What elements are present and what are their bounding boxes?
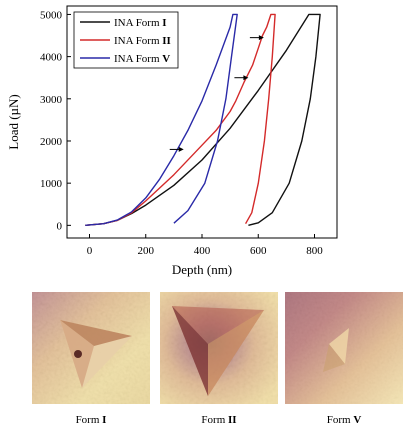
caption-numeral: V (353, 414, 362, 426)
caption-form-5: Form V (285, 414, 403, 426)
caption-form-1: Form I (32, 414, 150, 426)
x-tick-label: 600 (250, 245, 267, 257)
x-tick-label: 0 (87, 245, 93, 257)
caption-prefix: Form (326, 414, 354, 426)
axis-ticks: 0 200 400 600 800 0 1000 2000 3000 4000 5000 (40, 9, 323, 257)
pop-in-arrow (234, 75, 249, 81)
y-tick-label: 1000 (40, 178, 63, 190)
legend-entry: INA Form I (114, 17, 167, 29)
afm-image-form-2 (160, 292, 278, 404)
series-line-1 (85, 13, 321, 226)
x-tick-label: 800 (306, 245, 323, 257)
y-tick-label: 0 (57, 220, 63, 232)
legend-entry: INA Form V (114, 53, 170, 65)
caption-numeral: II (228, 414, 237, 426)
annotation-arrows (169, 35, 264, 152)
series-curves (85, 13, 321, 226)
y-axis-label: Load (µN) (6, 94, 21, 150)
afm-image-form-1 (32, 292, 150, 404)
legend: INA Form I INA Form II INA Form V (73, 11, 179, 69)
y-tick-label: 3000 (40, 94, 63, 106)
caption-numeral: I (102, 414, 107, 426)
y-tick-label: 2000 (40, 136, 63, 148)
series-line-2 (85, 13, 276, 226)
afm-image-form-5 (285, 292, 403, 404)
load-depth-chart: 0 200 400 600 800 0 1000 2000 3000 4000 5000 INA F… (6, 5, 338, 277)
caption-form-2: Form II (160, 414, 278, 426)
y-tick-label: 5000 (40, 9, 63, 21)
caption-prefix: Form (201, 414, 229, 426)
pop-in-arrow (249, 35, 264, 41)
x-tick-label: 400 (194, 245, 211, 257)
x-axis-label: Depth (nm) (172, 262, 232, 277)
caption-prefix: Form (75, 414, 103, 426)
y-tick-label: 4000 (40, 52, 63, 64)
series-line-3 (85, 13, 238, 226)
x-tick-label: 200 (138, 245, 155, 257)
pop-in-arrow (169, 146, 184, 152)
legend-entry: INA Form II (114, 35, 171, 47)
